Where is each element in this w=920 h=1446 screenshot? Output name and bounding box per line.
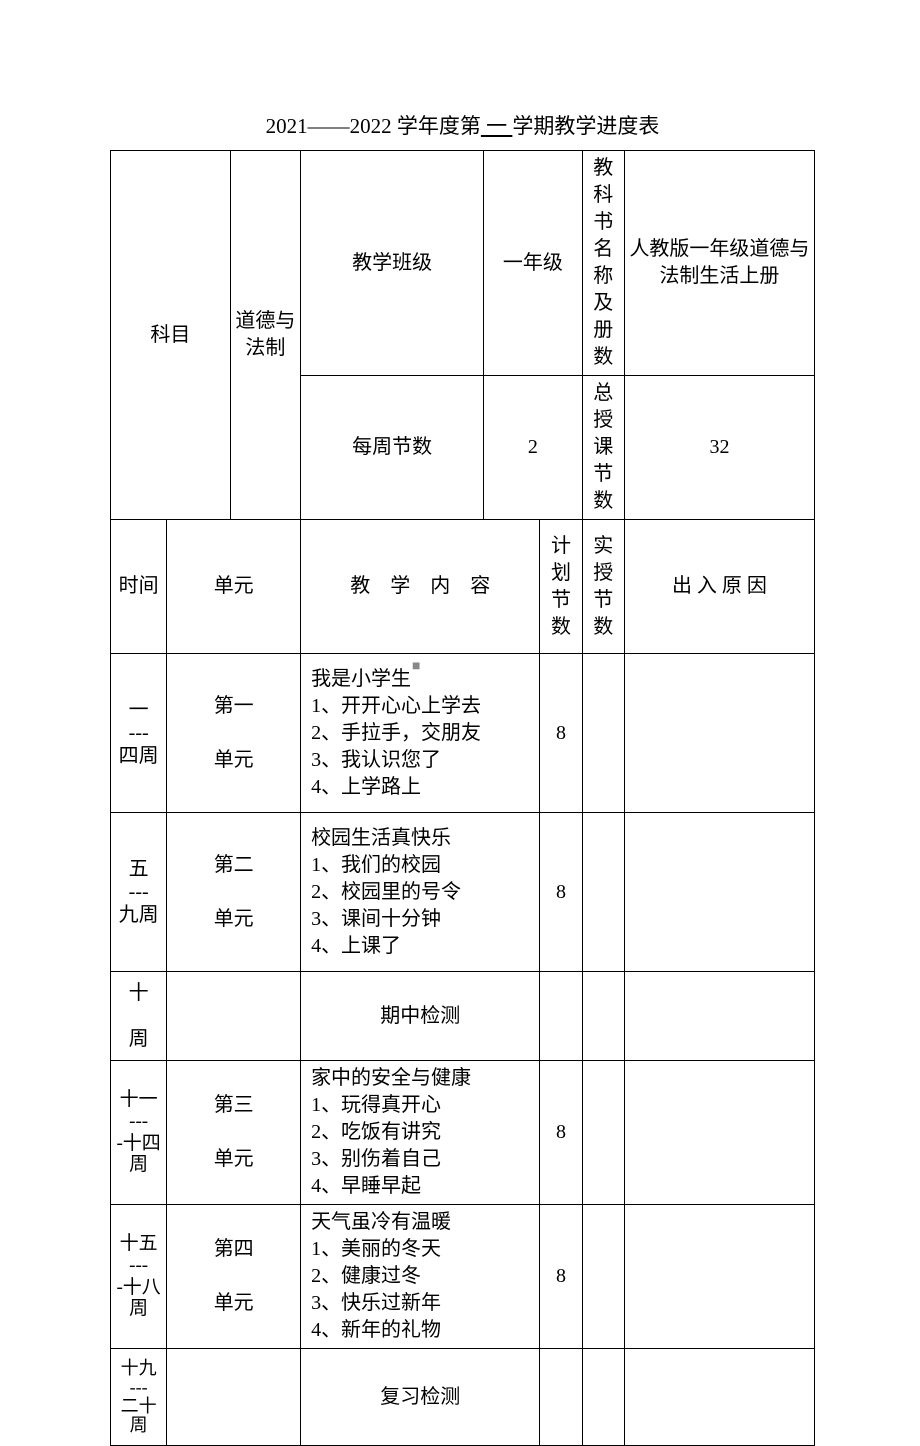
col-unit: 单元 (167, 520, 301, 654)
col-planned: 计划节数 (540, 520, 582, 654)
cell-time: 十 周 (111, 972, 167, 1061)
cell-time: 十一 --- -十四周 (111, 1061, 167, 1205)
cell-planned (540, 1349, 582, 1446)
class-value: 一年级 (484, 151, 583, 376)
page-title: 2021——2022 学年度第 一 学期教学进度表 (110, 110, 815, 140)
subject-value: 道德与法制 (230, 151, 300, 520)
cell-unit: 第二 单元 (167, 813, 301, 972)
cell-actual (582, 654, 624, 813)
cell-planned: 8 (540, 654, 582, 813)
total-value: 32 (624, 376, 814, 520)
cell-unit: 第一 单元 (167, 654, 301, 813)
cell-actual (582, 972, 624, 1061)
title-suffix: 学期教学进度表 (512, 114, 659, 138)
cell-planned: 8 (540, 1205, 582, 1349)
cell-content: 校园生活真快乐 1、我们的校园 2、校园里的号令 3、课间十分钟 4、上课了 (301, 813, 540, 972)
cell-content: 期中检测 (301, 972, 540, 1061)
book-value: 人教版一年级道德与法制生活上册 (624, 151, 814, 376)
cell-time: 十五 --- -十八周 (111, 1205, 167, 1349)
cell-planned: 8 (540, 813, 582, 972)
class-label: 教学班级 (301, 151, 484, 376)
cell-reason (624, 654, 814, 813)
table-row: 十九 --- 二十周 复习检测 (111, 1349, 815, 1446)
cell-content: 复习检测 (301, 1349, 540, 1446)
cell-reason (624, 1349, 814, 1446)
weekly-label: 每周节数 (301, 376, 484, 520)
cell-planned (540, 972, 582, 1061)
cell-unit (167, 1349, 301, 1446)
table-row: 一 --- 四周 第一 单元 我是小学生 1、开开心心上学去 2、手拉手，交朋友… (111, 654, 815, 813)
col-time: 时间 (111, 520, 167, 654)
cell-content: 天气虽冷有温暖 1、美丽的冬天 2、健康过冬 3、快乐过新年 4、新年的礼物 (301, 1205, 540, 1349)
cell-unit: 第四 单元 (167, 1205, 301, 1349)
cell-content: 我是小学生 1、开开心心上学去 2、手拉手，交朋友 3、我认识您了 4、上学路上 (301, 654, 540, 813)
col-reason: 出 入 原 因 (624, 520, 814, 654)
cell-actual (582, 1349, 624, 1446)
cell-reason (624, 1205, 814, 1349)
header-row-1: 科目 道德与法制 教学班级 一年级 教科书名称及册数 人教版一年级道德与法制生活… (111, 151, 815, 376)
table-row: 五 --- 九周 第二 单元 校园生活真快乐 1、我们的校园 2、校园里的号令 … (111, 813, 815, 972)
cell-actual (582, 813, 624, 972)
cell-time: 十九 --- 二十周 (111, 1349, 167, 1446)
weekly-value: 2 (484, 376, 583, 520)
cell-reason (624, 972, 814, 1061)
col-content: 教 学 内 容 (301, 520, 540, 654)
table-row: 十一 --- -十四周 第三 单元 家中的安全与健康 1、玩得真开心 2、吃饭有… (111, 1061, 815, 1205)
cell-time: 一 --- 四周 (111, 654, 167, 813)
cell-content: 家中的安全与健康 1、玩得真开心 2、吃饭有讲究 3、别伤着自己 4、早睡早起 (301, 1061, 540, 1205)
cell-reason (624, 1061, 814, 1205)
cell-planned: 8 (540, 1061, 582, 1205)
col-actual: 实授节数 (582, 520, 624, 654)
cell-unit (167, 972, 301, 1061)
cell-actual (582, 1061, 624, 1205)
book-label: 教科书名称及册数 (582, 151, 624, 376)
page-container: 2021——2022 学年度第 一 学期教学进度表 科目 道德与法制 教学班级 … (0, 0, 920, 1302)
total-label: 总授课节数 (582, 376, 624, 520)
cell-reason (624, 813, 814, 972)
cell-time: 五 --- 九周 (111, 813, 167, 972)
title-blank: 一 (481, 114, 513, 138)
cell-unit: 第三 单元 (167, 1061, 301, 1205)
schedule-table: 科目 道德与法制 教学班级 一年级 教科书名称及册数 人教版一年级道德与法制生活… (110, 150, 815, 1446)
table-row: 十 周 期中检测 (111, 972, 815, 1061)
table-row: 十五 --- -十八周 第四 单元 天气虽冷有温暖 1、美丽的冬天 2、健康过冬… (111, 1205, 815, 1349)
subject-label: 科目 (111, 151, 231, 520)
title-prefix: 2021——2022 学年度第 (266, 114, 481, 138)
cell-actual (582, 1205, 624, 1349)
page-marker-icon: ■ (412, 659, 420, 675)
column-header-row: 时间 单元 教 学 内 容 计划节数 实授节数 出 入 原 因 (111, 520, 815, 654)
